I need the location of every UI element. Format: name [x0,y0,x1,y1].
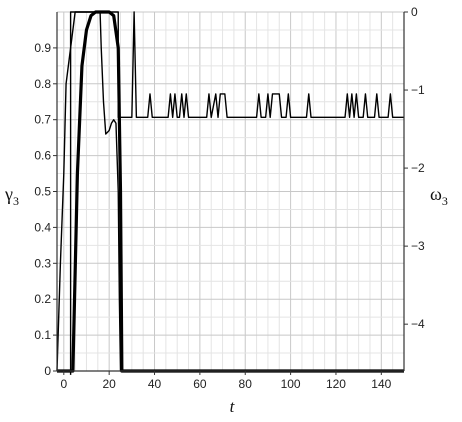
x-tick-label: 40 [148,377,162,391]
x-tick-label: 80 [239,377,253,391]
x-tick-label: 0 [60,377,67,391]
axes [53,11,408,375]
series-group [56,10,404,375]
x-tick-label: 100 [281,377,301,391]
y-left-tick-label: 0.9 [34,41,51,55]
x-tick-label: 20 [102,377,116,391]
y-axis-left-label: γ3 [4,184,19,208]
grid [57,11,405,372]
x-axis-label: t [230,397,236,416]
y-right-tick-label: 0 [411,5,418,19]
y-right-tick-label: −2 [411,161,425,175]
y-left-tick-label: 0 [44,364,51,378]
y-left-tick-label: 0.8 [34,77,51,91]
y-left-tick-label: 0.2 [34,292,51,306]
y-left-tick-label: 0.4 [34,220,51,234]
x-tick-label: 60 [193,377,207,391]
series-line-3 [69,11,404,375]
tick-labels: 0 20 40 60 80 100 120 140 0 0.1 0.2 0.3 0.4 0.5 0.6 0.7… [34,5,425,391]
y-left-tick-label: 0.1 [34,328,51,342]
y-left-tick-label: 0.3 [34,256,51,270]
y-left-tick-label: 0.7 [34,113,51,127]
series-line-2 [56,11,404,372]
x-tick-label: 140 [371,377,391,391]
y-axis-right-label: ω3 [430,184,448,208]
y-right-tick-label: −3 [411,239,425,253]
y-left-tick-label: 0.6 [34,149,51,163]
y-right-tick-label: −1 [411,83,425,97]
x-tick-label: 120 [326,377,346,391]
y-right-tick-label: −4 [411,317,425,331]
y-left-tick-label: 0.5 [34,185,51,199]
